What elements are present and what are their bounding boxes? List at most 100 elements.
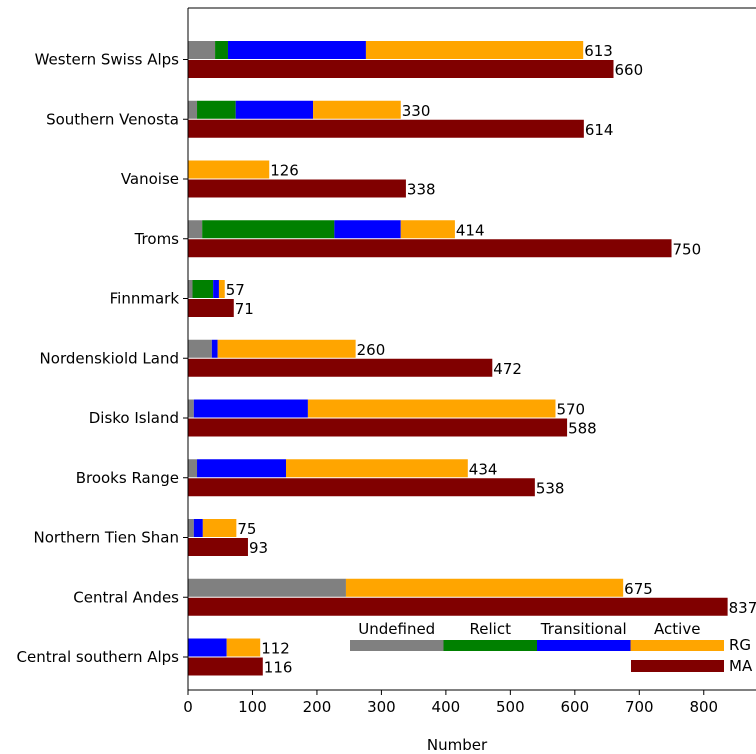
y-tick-label-0: Western Swiss Alps	[35, 51, 180, 69]
bar-rg-undefined-0	[188, 41, 216, 59]
y-tick-label-6: Disko Island	[89, 409, 179, 427]
x-tick-label-4: 400	[432, 698, 461, 716]
bar-ma-10	[188, 657, 263, 676]
legend-label-relict: Relict	[470, 620, 512, 638]
x-tick-label-8: 800	[689, 698, 718, 716]
x-tick-label-1: 100	[238, 698, 267, 716]
value-label-rg-5: 260	[357, 341, 386, 359]
legend-swatch-ma	[631, 660, 724, 672]
axes-layer: Western Swiss Alps Southern Venosta Vanois…	[17, 7, 756, 716]
bar-rg-undefined-4	[188, 280, 193, 298]
y-tick-label-2: Vanoise	[121, 170, 179, 188]
y-tick-label-9: Central Andes	[73, 588, 179, 606]
x-tick-label-2: 200	[303, 698, 332, 716]
y-tick-label-5: Nordenskiold Land	[40, 349, 179, 367]
bar-rg-active-9	[345, 578, 624, 597]
value-label-rg-3: 414	[456, 221, 485, 239]
bar-ma-6	[188, 418, 568, 437]
value-label-ma-7: 538	[536, 479, 565, 497]
y-tick-label-7: Brooks Range	[76, 469, 179, 487]
bar-ma-3	[188, 239, 672, 258]
legend-swatch-undefined	[350, 640, 444, 651]
y-tick-label-1: Southern Venosta	[46, 110, 179, 128]
x-axis-label: Number	[427, 736, 488, 754]
bar-rg-active-0	[365, 41, 584, 59]
bar-ma-7	[188, 478, 535, 497]
bar-ma-8	[188, 538, 248, 556]
bar-rg-transitional-5	[211, 339, 218, 358]
bar-rg-active-6	[307, 399, 556, 418]
value-label-ma-6: 588	[568, 420, 597, 438]
value-label-ma-0: 660	[615, 61, 644, 79]
bar-rg-active-2	[188, 160, 270, 179]
value-label-ma-5: 472	[493, 360, 522, 378]
legend: Undefined Relict Transitional Active RG MA	[350, 620, 753, 675]
bar-rg-undefined-7	[188, 459, 198, 478]
bar-rg-undefined-1	[188, 100, 198, 119]
bar-rg-undefined-5	[188, 339, 212, 358]
bar-ma-0	[188, 60, 614, 78]
bar-rg-relict-3	[202, 220, 335, 239]
bar-rg-active-3	[400, 220, 455, 239]
value-label-rg-7: 434	[469, 460, 498, 478]
bar-rg-transitional-3	[334, 220, 401, 239]
bar-rg-transitional-7	[197, 459, 286, 478]
value-label-rg-0: 613	[584, 42, 613, 60]
value-label-rg-9: 675	[624, 580, 653, 598]
bar-rg-transitional-0	[227, 41, 366, 59]
bar-rg-active-10	[226, 638, 261, 657]
bar-rg-undefined-6	[188, 399, 194, 418]
legend-swatch-transitional	[537, 640, 631, 651]
y-tick-label-4: Finnmark	[110, 290, 180, 308]
value-label-ma-4: 71	[235, 300, 254, 318]
value-label-rg-6: 570	[556, 401, 585, 419]
bar-rg-active-5	[217, 339, 356, 358]
y-tick-label-8: Northern Tien Shan	[34, 529, 179, 547]
value-label-rg-2: 126	[270, 162, 299, 180]
x-tick-label-3: 300	[367, 698, 396, 716]
bar-rg-transitional-6	[193, 399, 308, 418]
value-label-rg-1: 330	[402, 102, 431, 120]
bar-rg-transitional-1	[235, 100, 314, 119]
value-label-ma-10: 116	[264, 659, 293, 677]
bar-rg-active-7	[285, 459, 468, 478]
legend-label-rg: RG	[729, 636, 751, 654]
value-label-rg-10: 112	[261, 640, 290, 658]
bars-layer	[188, 41, 728, 676]
bar-ma-5	[188, 358, 493, 377]
bar-rg-undefined-3	[188, 220, 203, 239]
bar-ma-1	[188, 119, 584, 138]
value-label-ma-3: 750	[673, 240, 702, 258]
bar-rg-active-8	[202, 519, 237, 537]
bar-rg-active-4	[218, 280, 225, 298]
y-tick-label-3: Troms	[134, 230, 180, 248]
legend-label-ma: MA	[729, 657, 753, 675]
bar-rg-active-1	[313, 100, 401, 119]
bar-rg-undefined-9	[188, 578, 346, 597]
x-tick-label-0: 0	[183, 698, 193, 716]
value-label-ma-1: 614	[585, 121, 614, 139]
value-label-rg-8: 75	[237, 520, 256, 538]
value-label-ma-9: 837	[729, 599, 756, 617]
bar-ma-2	[188, 179, 406, 198]
x-tick-label-5: 500	[496, 698, 525, 716]
bar-rg-relict-1	[197, 100, 236, 119]
bar-ma-4	[188, 299, 234, 317]
x-tick-label-6: 600	[560, 698, 589, 716]
y-tick-label-10: Central southern Alps	[17, 648, 180, 666]
legend-label-active: Active	[654, 620, 700, 638]
legend-label-transitional: Transitional	[540, 620, 627, 638]
bar-rg-transitional-4	[213, 280, 219, 298]
bar-rg-transitional-8	[193, 519, 203, 537]
bar-rg-relict-0	[215, 41, 228, 59]
value-label-ma-2: 338	[407, 181, 436, 199]
value-label-ma-8: 93	[249, 539, 268, 557]
bar-ma-9	[188, 597, 728, 616]
x-tick-label-7: 700	[625, 698, 654, 716]
legend-swatch-relict	[443, 640, 537, 651]
legend-label-undefined: Undefined	[358, 620, 435, 638]
bar-rg-undefined-8	[188, 519, 194, 537]
bar-rg-transitional-10	[188, 638, 227, 657]
